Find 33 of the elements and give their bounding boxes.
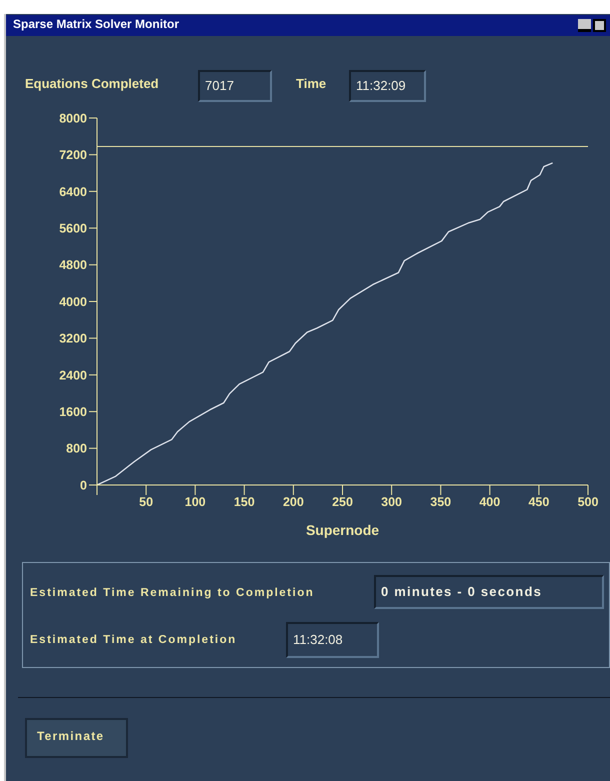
text: Terminate <box>37 729 104 743</box>
text: Estimated Time Remaining to Completion <box>30 587 314 599</box>
y-tick-label: 6400 <box>59 184 88 199</box>
chart-title: Sparse Matrix Solver Monitor <box>13 17 180 31</box>
y-tick-label: 7200 <box>59 148 88 162</box>
x-tick-label: 450 <box>528 494 550 509</box>
x-tick-label: 200 <box>282 494 304 509</box>
text: 0 minutes - 0 seconds <box>381 584 542 599</box>
line-series <box>97 162 554 485</box>
text: Estimated Time at Completion <box>30 634 237 646</box>
text: 11:32:09 <box>356 78 406 93</box>
x-tick-label: 400 <box>479 494 500 509</box>
text: 11:32:08 <box>293 632 343 647</box>
text: Time <box>296 76 326 91</box>
x-axis-title: Supernode <box>306 522 380 538</box>
x-tick-label: 300 <box>381 494 402 509</box>
text: 7017 <box>205 78 234 93</box>
text: Equations Completed <box>25 76 159 91</box>
x-tick-label: 350 <box>430 494 452 509</box>
y-tick-label: 3200 <box>59 332 88 346</box>
x-tick-label: 500 <box>578 494 598 509</box>
y-tick-label: 1600 <box>59 405 88 420</box>
x-tick-label: 100 <box>184 494 206 509</box>
y-tick-label: 8000 <box>59 111 88 126</box>
y-tick-label: 0 <box>80 478 88 492</box>
y-tick-label: 5600 <box>59 222 88 236</box>
x-tick-label: 150 <box>234 494 255 509</box>
x-tick-label: 50 <box>139 494 154 509</box>
y-tick-label: 4800 <box>59 258 88 272</box>
y-tick-label: 4000 <box>59 294 88 309</box>
x-tick-label: 250 <box>332 494 353 509</box>
y-tick-label: 2400 <box>59 368 88 382</box>
y-tick-label: 800 <box>66 442 88 456</box>
